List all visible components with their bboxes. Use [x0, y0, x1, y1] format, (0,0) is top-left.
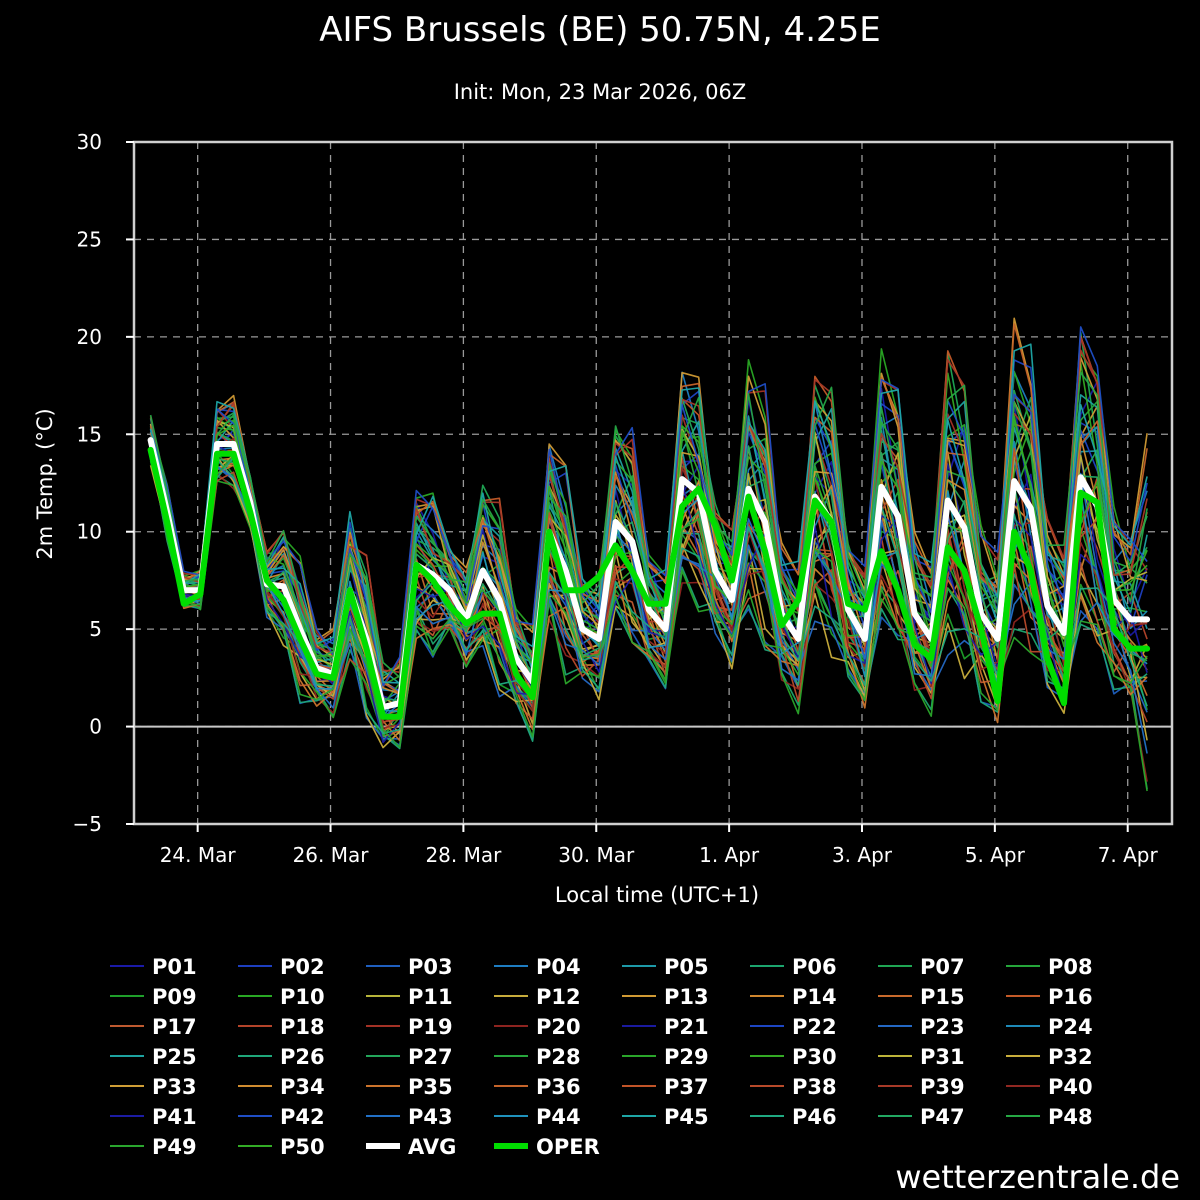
brand-watermark: wetterzentrale.de	[895, 1158, 1180, 1196]
legend-label-p38: P38	[792, 1075, 837, 1099]
y-tick-label: 25	[77, 227, 102, 251]
legend-label-p25: P25	[152, 1045, 197, 1069]
legend-label-p12: P12	[536, 985, 581, 1009]
legend-label-p28: P28	[536, 1045, 581, 1069]
legend-label-p31: P31	[920, 1045, 965, 1069]
legend-label-oper: OPER	[536, 1135, 600, 1159]
y-axis-label: 2m Temp. (°C)	[33, 408, 57, 559]
legend-label-p03: P03	[408, 955, 453, 979]
legend-label-p07: P07	[920, 955, 965, 979]
x-tick-label: 28. Mar	[425, 843, 502, 867]
legend-label-p33: P33	[152, 1075, 197, 1099]
legend-label-p13: P13	[664, 985, 709, 1009]
chart-subtitle: Init: Mon, 23 Mar 2026, 06Z	[454, 80, 747, 104]
x-tick-label: 1. Apr	[699, 843, 760, 867]
legend-label-p48: P48	[1048, 1105, 1093, 1129]
legend-label-p21: P21	[664, 1015, 709, 1039]
grid	[134, 142, 1172, 824]
legend-label-p44: P44	[536, 1105, 581, 1129]
legend-label-p23: P23	[920, 1015, 965, 1039]
legend-label-p35: P35	[408, 1075, 453, 1099]
legend-label-p32: P32	[1048, 1045, 1093, 1069]
legend-label-p11: P11	[408, 985, 453, 1009]
legend-label-p50: P50	[280, 1135, 325, 1159]
legend-label-p14: P14	[792, 985, 837, 1009]
legend-label-p08: P08	[1048, 955, 1093, 979]
legend-label-p15: P15	[920, 985, 965, 1009]
legend-label-p04: P04	[536, 955, 581, 979]
legend-label-p36: P36	[536, 1075, 581, 1099]
legend-label-p41: P41	[152, 1105, 197, 1129]
legend-label-p09: P09	[152, 985, 197, 1009]
legend-label-p49: P49	[152, 1135, 197, 1159]
legend-label-p17: P17	[152, 1015, 197, 1039]
legend-label-p39: P39	[920, 1075, 965, 1099]
legend-label-p06: P06	[792, 955, 837, 979]
legend-label-avg: AVG	[408, 1135, 456, 1159]
x-tick-label: 3. Apr	[832, 843, 893, 867]
legend-label-p42: P42	[280, 1105, 325, 1129]
legend-label-p34: P34	[280, 1075, 325, 1099]
ensemble-line-p49	[149, 449, 1148, 749]
x-tick-label: 24. Mar	[160, 843, 237, 867]
y-tick-label: −5	[73, 812, 102, 836]
legend-label-p30: P30	[792, 1045, 837, 1069]
legend-label-p46: P46	[792, 1105, 837, 1129]
legend-label-p19: P19	[408, 1015, 453, 1039]
legend-label-p29: P29	[664, 1045, 709, 1069]
ensemble-line-p42	[149, 326, 1148, 687]
main-series	[147, 437, 1151, 720]
legend-label-p16: P16	[1048, 985, 1093, 1009]
legend-label-p05: P05	[664, 955, 709, 979]
x-axis-ticks: 24. Mar 26. Mar 28. Mar 30. Mar 1. Apr 3. Apr…	[160, 824, 1159, 867]
ensemble-line-p35	[149, 447, 1148, 742]
x-tick-label: 5. Apr	[965, 843, 1026, 867]
legend-label-p26: P26	[280, 1045, 325, 1069]
ensemble-line-p48	[149, 371, 1148, 679]
legend-label-p10: P10	[280, 985, 325, 1009]
legend-label-p43: P43	[408, 1105, 453, 1129]
y-tick-label: 10	[77, 520, 102, 544]
y-tick-label: 5	[89, 617, 102, 641]
legend-label-p01: P01	[152, 955, 197, 979]
x-tick-label: 26. Mar	[293, 843, 370, 867]
legend-label-p47: P47	[920, 1105, 965, 1129]
plot-border	[132, 140, 1174, 826]
ensemble-line-p26	[149, 451, 1148, 750]
x-axis-label: Local time (UTC+1)	[555, 883, 759, 907]
legend-label-p45: P45	[664, 1105, 709, 1129]
y-axis-ticks: −5 0 5 10 15 20 25 30	[73, 130, 134, 836]
x-tick-label: 7. Apr	[1098, 843, 1159, 867]
chart-title: AIFS Brussels (BE) 50.75N, 4.25E	[319, 10, 881, 50]
legend: P01 P02 P03 P04 P05 P06 P07 P08 P09 P10 P11 P12 P13 P…	[110, 955, 1093, 1159]
legend-label-p18: P18	[280, 1015, 325, 1039]
legend-label-p22: P22	[792, 1015, 837, 1039]
y-tick-label: 30	[77, 130, 102, 154]
oper-line	[147, 446, 1151, 720]
legend-label-p02: P02	[280, 955, 325, 979]
legend-label-p40: P40	[1048, 1075, 1093, 1099]
legend-label-p37: P37	[664, 1075, 709, 1099]
y-tick-label: 15	[77, 422, 102, 446]
x-tick-label: 30. Mar	[558, 843, 635, 867]
legend-label-p20: P20	[536, 1015, 581, 1039]
legend-label-p24: P24	[1048, 1015, 1093, 1039]
legend-label-p27: P27	[408, 1045, 453, 1069]
plot-frame	[132, 140, 1174, 826]
y-tick-label: 20	[77, 325, 102, 349]
y-tick-label: 0	[89, 715, 102, 739]
